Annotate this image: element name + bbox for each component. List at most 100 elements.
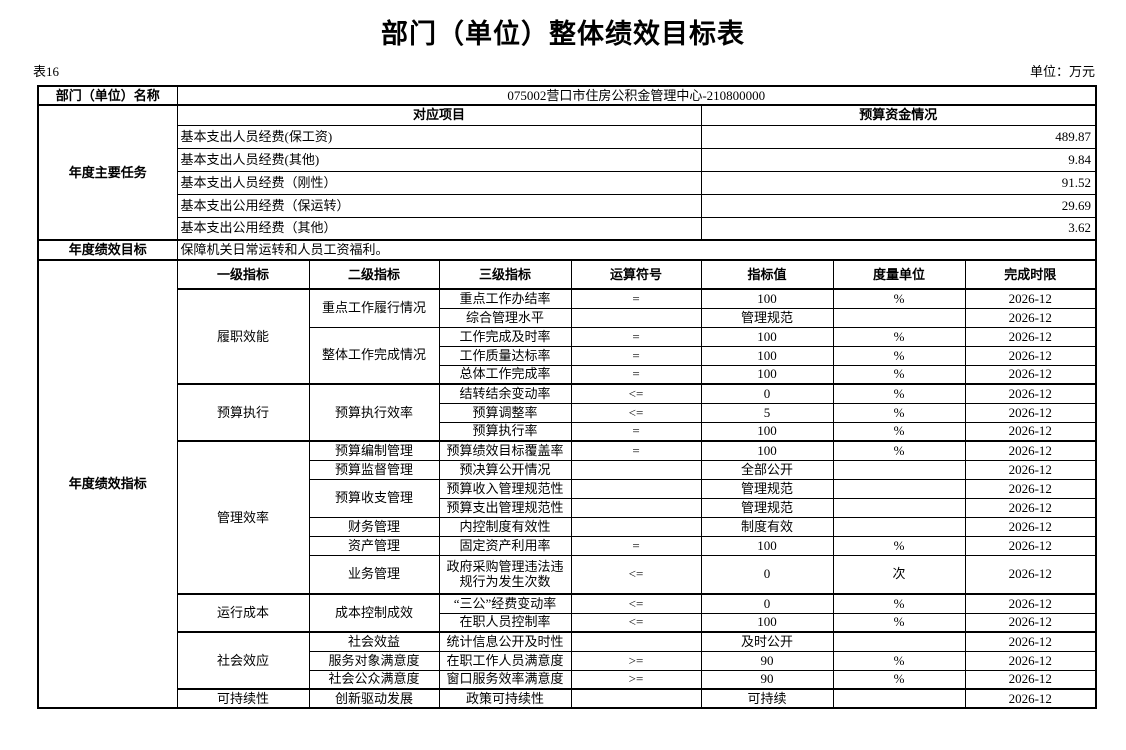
main-task-row: 基本支出公用经费（其他） 3.62 [38,216,1097,241]
indicator-row: 预算监督管理 预决算公开情况 全部公开 2026-12 [38,459,1097,480]
indicator-unit-cell [832,497,966,518]
task-item-cell: 基本支出人员经费(保工资) [176,124,702,149]
indicator-level3-cell: 窗口服务效率满意度 [438,669,572,690]
indicator-level2-cell: 创新驱动发展 [308,688,440,709]
indicator-unit-cell [832,478,966,499]
indicator-unit-cell: % [832,593,966,614]
indicator-level2-cell: 重点工作履行情况 [308,288,440,328]
indicator-level3-cell: 工作完成及时率 [438,326,572,347]
indicator-deadline-cell: 2026-12 [964,288,1097,309]
indicator-unit-cell: % [832,345,966,366]
indicator-unit-cell: % [832,535,966,556]
indicator-row: 预算收支管理 预算收入管理规范性 管理规范 2026-12 [38,478,1097,518]
indicator-level2-cell: 财务管理 [308,516,440,537]
indicator-value-cell: 100 [700,440,834,461]
indicator-level3-cell: 在职工作人员满意度 [438,650,572,671]
indicator-level3-cell: 工作质量达标率 [438,345,572,366]
indicator-level3-cell: 预决算公开情况 [438,459,572,480]
indicator-level2-cell: 整体工作完成情况 [308,326,440,385]
indicator-row: 服务对象满意度 在职工作人员满意度 >= 90% 2026-12 [38,650,1097,671]
budget-funds-header: 预算资金情况 [700,104,1097,126]
header-completion-deadline: 完成时限 [964,259,1097,290]
page-title: 部门（单位）整体绩效目标表 [381,19,745,49]
indicator-level1-cell: 可持续性 [176,688,310,709]
indicator-row: 管理效率 预算编制管理 预算绩效目标覆盖率 = 100% 2026-12 [38,440,1097,595]
task-item-cell: 基本支出人员经费（刚性） [176,170,702,195]
task-amount-cell: 29.69 [700,193,1097,218]
indicator-unit-cell: % [832,440,966,461]
indicator-deadline-cell: 2026-12 [964,612,1097,633]
indicator-level1-cell: 履职效能 [176,288,310,385]
task-amount-cell: 91.52 [700,170,1097,195]
annual-target-value: 保障机关日常运转和人员工资福利。 [176,239,1097,261]
indicator-value-cell: 0 [700,554,834,595]
indicator-deadline-cell: 2026-12 [964,631,1097,652]
task-item-cell: 基本支出人员经费(其他) [176,147,702,172]
indicator-unit-cell [832,631,966,652]
indicator-level3-cell: 在职人员控制率 [438,612,572,633]
indicator-operator-cell: >= [570,669,702,690]
indicator-operator-cell [570,516,702,537]
annual-target-label: 年度绩效目标 [37,239,178,261]
indicator-operator-cell: >= [570,650,702,671]
main-task-row: 基本支出公用经费（保运转） 29.69 [38,193,1097,218]
indicator-operator-cell [570,631,702,652]
indicator-level2-cell: 服务对象满意度 [308,650,440,671]
indicator-value-cell: 0 [700,593,834,614]
indicator-level2-cell: 资产管理 [308,535,440,556]
indicator-operator-cell: = [570,535,702,556]
indicator-row: 社会效应 社会效益 统计信息公开及时性 及时公开 2026-12 [38,631,1097,690]
indicator-level2-cell: 预算收支管理 [308,478,440,518]
indicator-operator-cell [570,688,702,709]
indicator-unit-cell [832,307,966,328]
indicator-value-cell: 管理规范 [700,307,834,328]
indicator-operator-cell [570,307,702,328]
indicator-row: 履职效能 重点工作履行情况 重点工作办结率 = 100% 2026-12 [38,288,1097,385]
indicator-deadline-cell: 2026-12 [964,593,1097,614]
indicator-level2-cell: 社会公众满意度 [308,669,440,690]
indicator-value-cell: 及时公开 [700,631,834,652]
indicator-value-cell: 100 [700,288,834,309]
indicator-deadline-cell: 2026-12 [964,459,1097,480]
indicator-deadline-cell: 2026-12 [964,421,1097,442]
indicator-unit-cell [832,516,966,537]
indicator-level1-cell: 管理效率 [176,440,310,595]
indicator-unit-cell: % [832,364,966,385]
indicator-value-cell: 100 [700,535,834,556]
indicator-operator-cell: = [570,440,702,461]
indicator-unit-cell: % [832,650,966,671]
indicator-value-cell: 100 [700,364,834,385]
indicator-unit-cell: % [832,383,966,404]
indicator-operator-cell: = [570,421,702,442]
indicator-level3-cell: 预算收入管理规范性 [438,478,572,499]
indicator-level3-cell: 内控制度有效性 [438,516,572,537]
indicator-deadline-cell: 2026-12 [964,554,1097,595]
header-level3-indicator: 三级指标 [438,259,572,290]
header-measure-unit: 度量单位 [832,259,966,290]
indicator-value-cell: 管理规范 [700,478,834,499]
indicator-deadline-cell: 2026-12 [964,345,1097,366]
indicator-row: 整体工作完成情况 工作完成及时率 = 100% 2026-12 [38,326,1097,385]
indicator-row: 社会公众满意度 窗口服务效率满意度 >= 90% 2026-12 [38,669,1097,690]
indicator-level3-cell: 综合管理水平 [438,307,572,328]
indicator-operator-cell [570,478,702,499]
indicator-unit-cell [832,459,966,480]
indicator-unit-cell: % [832,402,966,423]
indicator-level3-cell: 固定资产利用率 [438,535,572,556]
main-tasks-label: 年度主要任务 [37,104,178,241]
indicator-unit-cell: 次 [832,554,966,595]
indicator-unit-cell: % [832,669,966,690]
indicators-label: 年度绩效指标 [37,259,178,709]
indicator-deadline-cell: 2026-12 [964,497,1097,518]
indicator-deadline-cell: 2026-12 [964,440,1097,461]
indicator-unit-cell: % [832,612,966,633]
task-amount-cell: 9.84 [700,147,1097,172]
indicator-row: 运行成本 成本控制成效 “三公”经费变动率 <= 0% 2026-12 [38,593,1097,633]
indicator-operator-cell: <= [570,612,702,633]
indicator-deadline-cell: 2026-12 [964,516,1097,537]
indicator-row: 可持续性 创新驱动发展 政策可持续性 可持续 2026-12 [38,688,1097,709]
indicator-value-cell: 100 [700,345,834,366]
indicator-operator-cell: <= [570,402,702,423]
indicators-header-row: 年度绩效指标 一级指标 二级指标 三级指标 运算符号 指标值 度量单位 完成时限 [37,259,1097,709]
indicator-deadline-cell: 2026-12 [964,650,1097,671]
